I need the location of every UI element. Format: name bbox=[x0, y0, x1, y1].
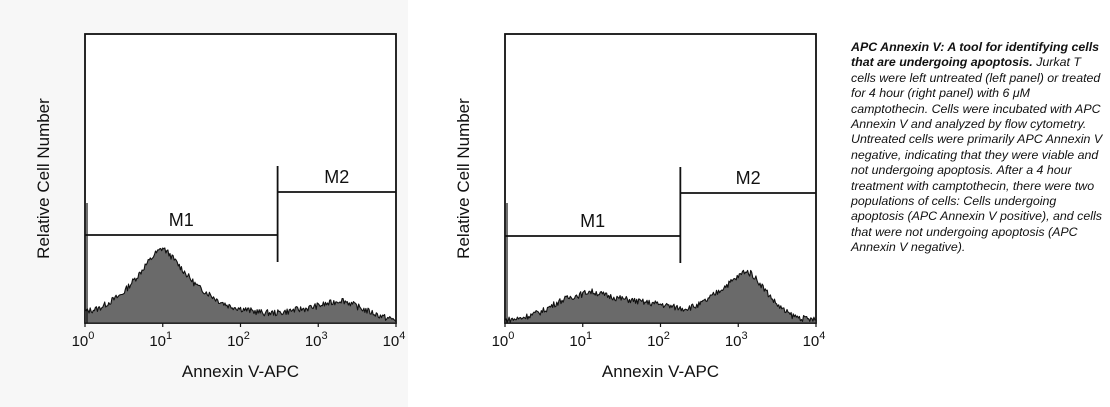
caption-body: Jurkat T cells were left untreated (left… bbox=[851, 55, 1103, 255]
tick-exponent: 3 bbox=[742, 330, 748, 342]
tick-base: 10 bbox=[72, 333, 89, 350]
tick-exponent: 2 bbox=[664, 330, 670, 342]
marker-m1: M1 bbox=[505, 211, 681, 237]
tick-exponent: 3 bbox=[322, 330, 328, 342]
figure-caption: APC Annexin V: A tool for identifying ce… bbox=[851, 40, 1103, 256]
tick-exponent: 2 bbox=[244, 330, 250, 342]
x-tick-label: 103 bbox=[725, 330, 748, 350]
marker-label: M1 bbox=[169, 210, 194, 230]
tick-exponent: 1 bbox=[166, 330, 172, 342]
tick-base: 10 bbox=[492, 333, 509, 350]
tick-exponent: 0 bbox=[508, 330, 514, 342]
tick-exponent: 1 bbox=[586, 330, 592, 342]
y-axis-label: Relative Cell Number bbox=[454, 98, 473, 259]
tick-base: 10 bbox=[569, 333, 586, 350]
y-axis-label: Relative Cell Number bbox=[34, 98, 53, 259]
x-tick-label: 102 bbox=[227, 330, 250, 350]
caption-title: APC Annexin V: A tool for identifying ce… bbox=[851, 40, 1100, 70]
x-tick-label: 100 bbox=[72, 330, 95, 350]
marker-label: M2 bbox=[324, 167, 349, 187]
tick-base: 10 bbox=[149, 333, 166, 350]
marker-label: M2 bbox=[736, 168, 761, 188]
plot-frame bbox=[504, 33, 817, 324]
x-axis-label: Annexin V-APC bbox=[182, 362, 299, 381]
tick-base: 10 bbox=[725, 333, 742, 350]
x-tick-label: 104 bbox=[803, 330, 826, 350]
marker-m2: M2 bbox=[679, 167, 816, 263]
x-tick-label: 101 bbox=[149, 330, 172, 350]
tick-exponent: 4 bbox=[399, 330, 405, 342]
tick-base: 10 bbox=[383, 333, 400, 350]
histogram-area bbox=[84, 247, 397, 324]
x-tick-label: 101 bbox=[569, 330, 592, 350]
tick-base: 10 bbox=[227, 333, 244, 350]
tick-base: 10 bbox=[803, 333, 820, 350]
marker-m2: M2 bbox=[276, 166, 396, 262]
x-axis-label: Annexin V-APC bbox=[602, 362, 719, 381]
histogram-area bbox=[504, 269, 817, 324]
x-tick-label: 102 bbox=[647, 330, 670, 350]
x-tick-label: 100 bbox=[492, 330, 515, 350]
tick-exponent: 4 bbox=[819, 330, 825, 342]
marker-m1: M1 bbox=[85, 210, 278, 236]
plot-frame bbox=[84, 33, 397, 324]
x-tick-label: 103 bbox=[305, 330, 328, 350]
tick-base: 10 bbox=[647, 333, 664, 350]
marker-label: M1 bbox=[580, 211, 605, 231]
tick-exponent: 0 bbox=[88, 330, 94, 342]
x-tick-label: 104 bbox=[383, 330, 406, 350]
tick-base: 10 bbox=[305, 333, 322, 350]
